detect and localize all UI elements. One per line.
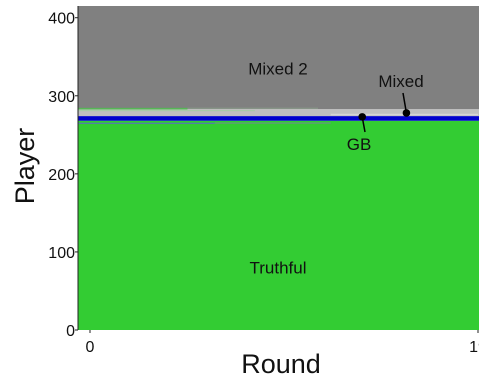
y-tick-label: 400	[48, 11, 75, 28]
band-truthful	[78, 120, 479, 330]
annotation-mixed-label: Mixed	[378, 72, 423, 91]
y-tick-label: 200	[48, 167, 75, 184]
y-axis-title: Player	[10, 128, 40, 205]
streak-1	[187, 107, 318, 109]
streak-0	[78, 107, 188, 110]
annotation-mixed-2: Mixed 2	[248, 59, 308, 78]
x-axis-title: Round	[241, 349, 321, 377]
streak-4	[214, 122, 331, 124]
annotation-gb-marker	[358, 113, 367, 121]
annotations: Mixed 2 Truthful Mixed GB	[248, 59, 423, 277]
y-tick-label: 300	[48, 89, 75, 106]
annotation-truthful: Truthful	[249, 259, 306, 278]
y-tick-label: 100	[48, 245, 75, 262]
annotation-gb-label: GB	[347, 135, 372, 154]
x-tick-label: 0	[86, 339, 95, 356]
y-tick-label: 0	[66, 323, 75, 340]
x-tick-label: 19	[469, 339, 479, 356]
band-mixed	[78, 109, 479, 117]
streak-3	[78, 122, 215, 124]
band-mixed-2	[78, 6, 479, 110]
plot-area	[78, 6, 479, 330]
band-gb	[78, 116, 479, 121]
annotation-mixed-marker	[402, 109, 411, 117]
streak-2	[78, 110, 255, 112]
axes: 0 100 200 300 400 0 19	[48, 6, 479, 356]
